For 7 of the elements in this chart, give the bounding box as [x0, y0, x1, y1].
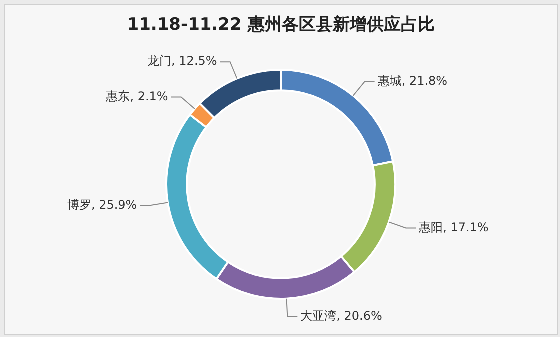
chart-title: 11.18-11.22 惠州各区县新增供应占比: [126, 14, 436, 36]
slice-label: 惠东, 2.1%: [105, 89, 168, 104]
slice-label: 博罗, 25.9%: [67, 198, 138, 212]
slice-label: 大亚湾, 20.6%: [300, 308, 382, 323]
slice-label: 惠城, 21.8%: [376, 74, 448, 88]
slice-label: 惠阳, 17.1%: [418, 220, 489, 234]
slice-label: 龙门, 12.5%: [148, 54, 218, 68]
